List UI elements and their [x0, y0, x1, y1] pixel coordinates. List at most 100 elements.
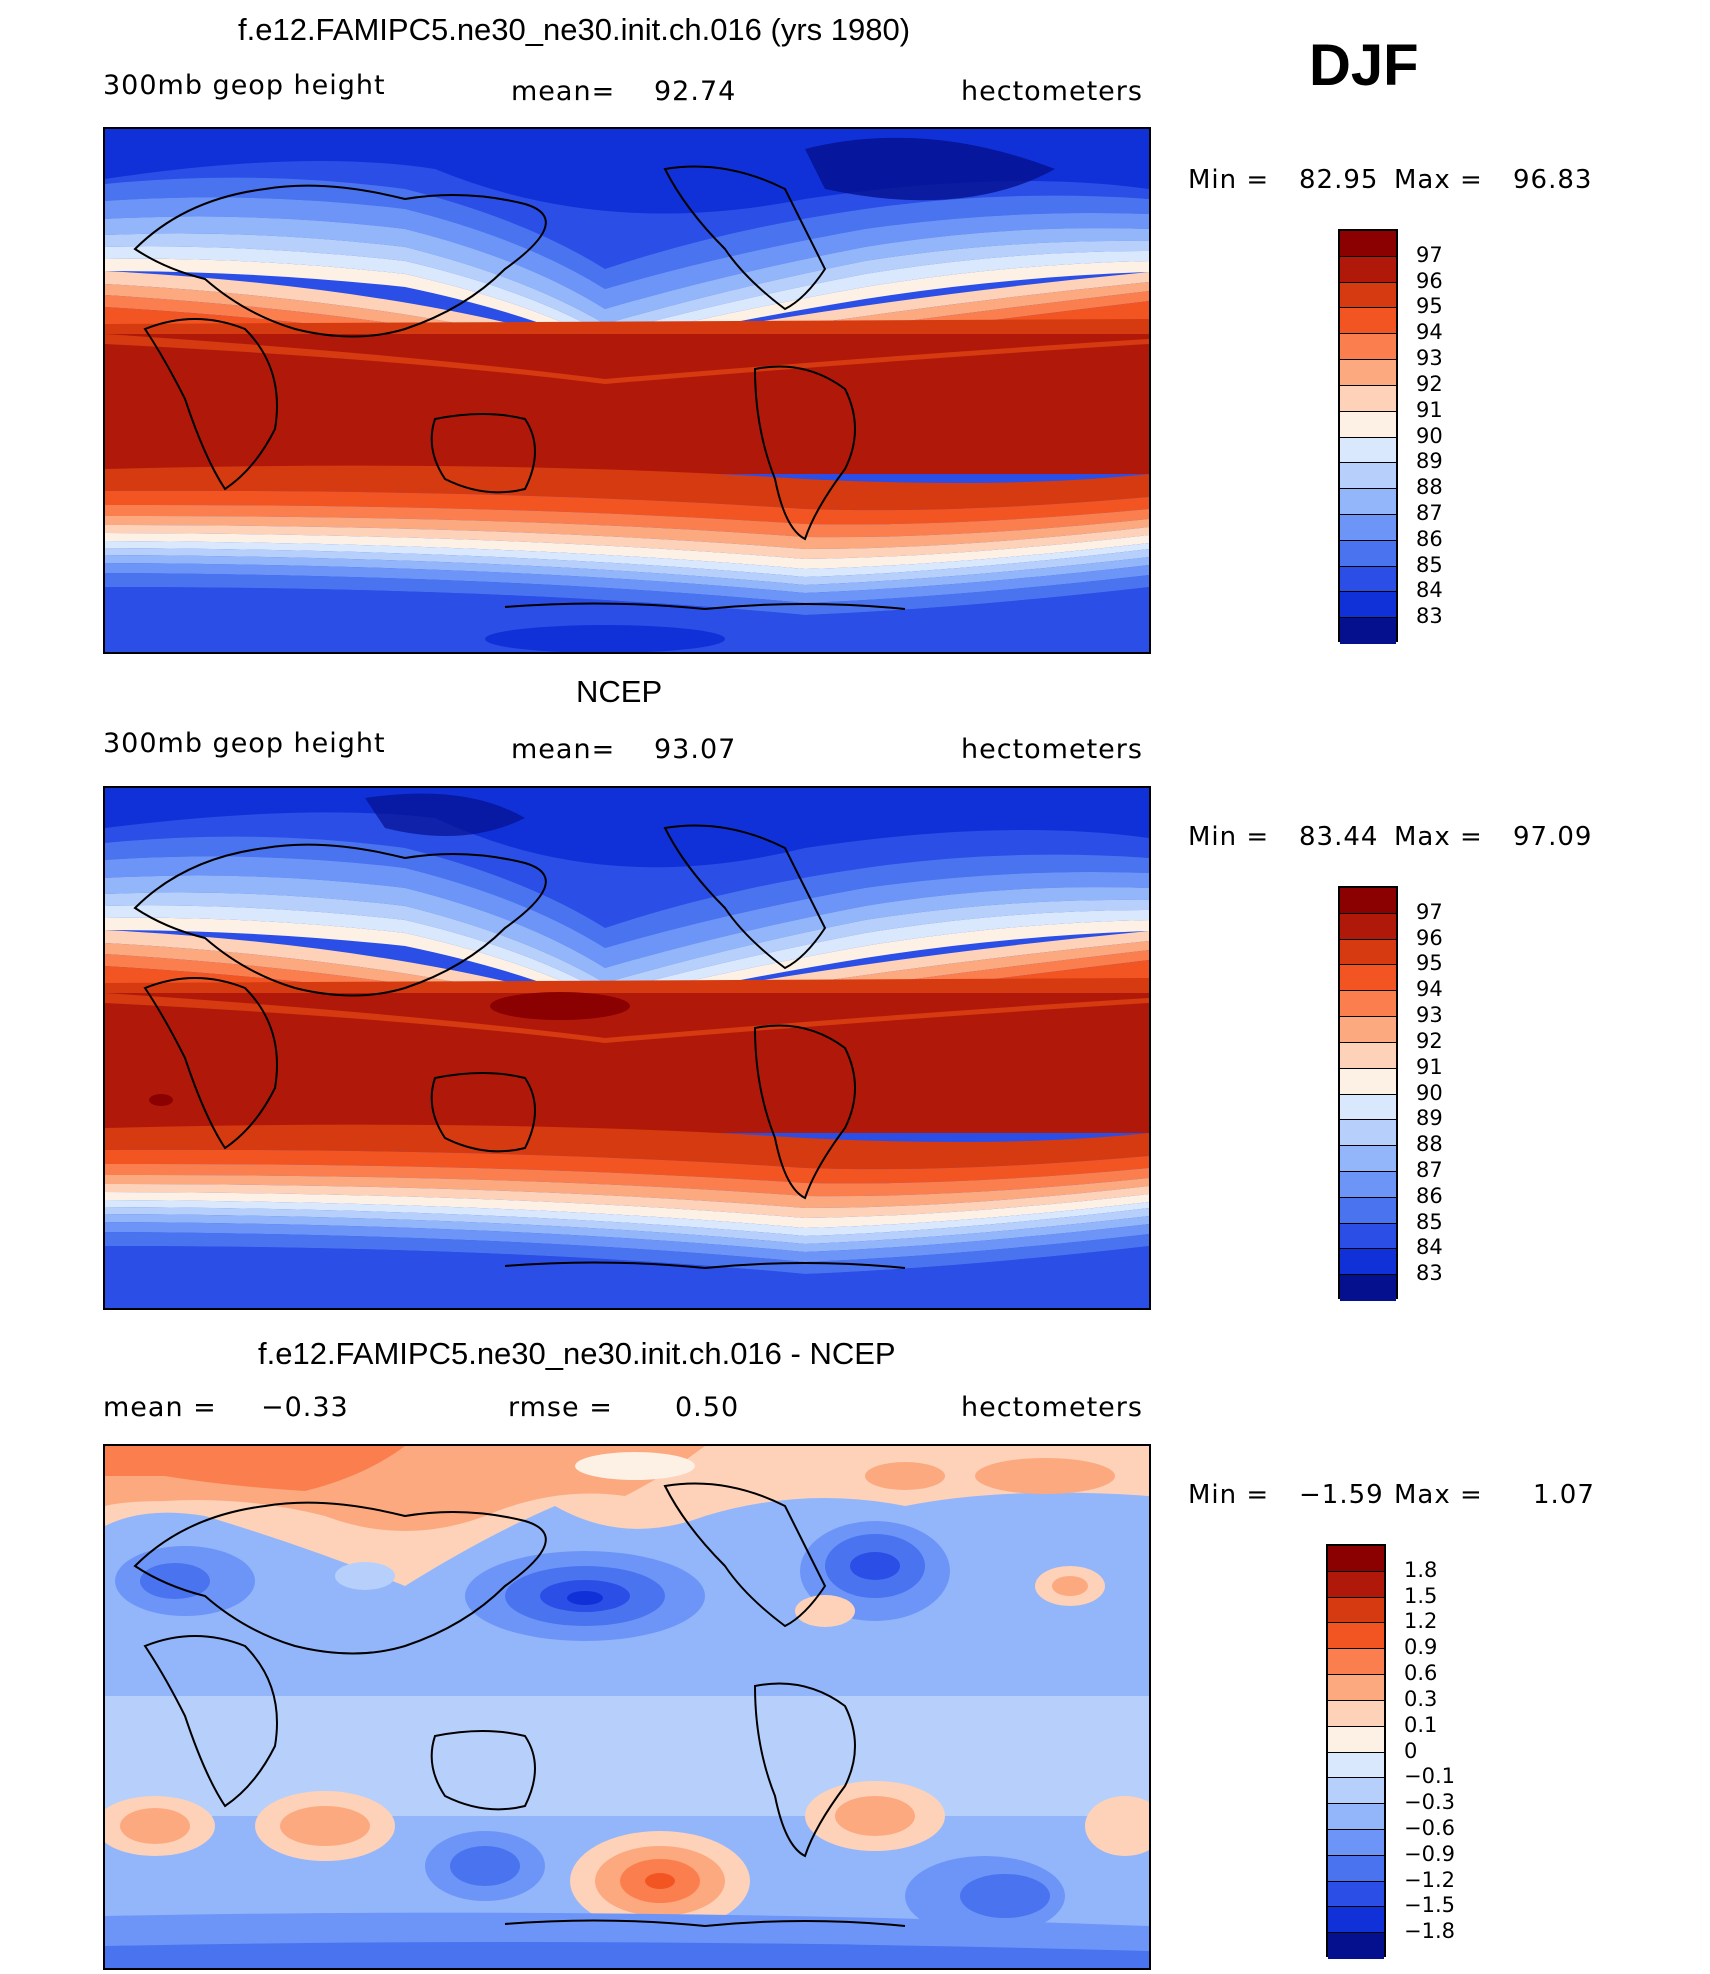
colorbar-box: [1340, 334, 1396, 361]
colorbar-label: 88: [1416, 475, 1443, 500]
colorbar-box: [1340, 1068, 1396, 1095]
panel-3-units: hectometers: [961, 1392, 1143, 1423]
colorbar-box: [1328, 1855, 1384, 1882]
panel-3-rmse-value: 0.50: [675, 1392, 740, 1423]
colorbar-label: 91: [1416, 1054, 1443, 1079]
colorbar-box: [1328, 1623, 1384, 1650]
colorbar-label: 84: [1416, 1235, 1443, 1260]
colorbar-label: 83: [1416, 604, 1443, 629]
panel-3-map: [103, 1444, 1151, 1970]
colorbar-label: −1.5: [1404, 1893, 1455, 1918]
panel-2-title: NCEP: [576, 674, 663, 709]
colorbar-box: [1340, 1042, 1396, 1069]
panel-3-mean-value: −0.33: [261, 1392, 349, 1423]
colorbar-box: [1328, 1597, 1384, 1624]
colorbar-box: [1340, 913, 1396, 940]
colorbar-label: 85: [1416, 552, 1443, 577]
colorbar-box: [1340, 411, 1396, 438]
colorbar-box: [1340, 514, 1396, 541]
colorbar-label: 94: [1416, 320, 1443, 345]
colorbar-label: 1.2: [1404, 1609, 1438, 1634]
panel-2-contour-field: [105, 788, 1149, 1308]
colorbar-label: 88: [1416, 1132, 1443, 1157]
colorbar-box: [1328, 1571, 1384, 1598]
colorbar-box: [1340, 463, 1396, 490]
colorbar-box: [1340, 566, 1396, 593]
panel-1-colorbar: [1338, 229, 1398, 644]
colorbar-box: [1340, 1017, 1396, 1043]
colorbar-box: [1340, 1249, 1396, 1276]
season-label: DJF: [1309, 33, 1419, 98]
panel-2-mean-label: mean=: [511, 734, 616, 765]
panel-2-max-label: Max =: [1394, 822, 1483, 852]
panel-2-mean-value: 93.07: [654, 734, 737, 765]
panel-2-colorbar: [1338, 886, 1398, 1301]
panel-1-contour-field: [105, 129, 1149, 652]
colorbar-box: [1328, 1675, 1384, 1701]
colorbar-label: 86: [1416, 526, 1443, 551]
panel-1-title: f.e12.FAMIPC5.ne30_ne30.init.ch.016 (yrs…: [238, 12, 911, 47]
colorbar-box: [1340, 618, 1396, 644]
panel-2-map: [103, 786, 1151, 1310]
colorbar-label: −0.6: [1404, 1815, 1455, 1840]
colorbar-box: [1340, 888, 1396, 914]
colorbar-label: −0.1: [1404, 1764, 1455, 1789]
panel-3-min-value: −1.59: [1299, 1480, 1384, 1510]
colorbar-label: 1.8: [1404, 1557, 1438, 1582]
colorbar-box: [1340, 1094, 1396, 1121]
colorbar-box: [1340, 360, 1396, 386]
panel-1-mean-label: mean=: [511, 76, 616, 107]
colorbar-label: −1.8: [1404, 1919, 1455, 1944]
colorbar-box: [1340, 991, 1396, 1018]
panel-1-max-label: Max =: [1394, 165, 1483, 195]
colorbar-box: [1328, 1804, 1384, 1830]
colorbar-box: [1340, 256, 1396, 283]
colorbar-label: 90: [1416, 423, 1443, 448]
panel-3-mean-label: mean =: [103, 1392, 217, 1423]
colorbar-label: 96: [1416, 925, 1443, 950]
colorbar-box: [1328, 1881, 1384, 1908]
colorbar-box: [1340, 540, 1396, 567]
panel-3-max-label: Max =: [1394, 1480, 1483, 1510]
colorbar-box: [1328, 1700, 1384, 1727]
colorbar-label: 97: [1416, 242, 1443, 267]
colorbar-box: [1340, 282, 1396, 309]
colorbar-label: 94: [1416, 977, 1443, 1002]
colorbar-label: 96: [1416, 268, 1443, 293]
colorbar-box: [1340, 1171, 1396, 1198]
colorbar-box: [1340, 308, 1396, 335]
colorbar-box: [1328, 1933, 1384, 1959]
colorbar-label: −0.9: [1404, 1841, 1455, 1866]
panel-1-min-label: Min =: [1188, 165, 1270, 195]
colorbar-label: 95: [1416, 951, 1443, 976]
colorbar-label: 0.3: [1404, 1686, 1438, 1711]
panel-3-colorbar: [1326, 1544, 1386, 1959]
colorbar-box: [1328, 1778, 1384, 1805]
panel-2-colorbar-labels: 97 96 95 94 93 92 91 90 89 88 87 86 85 84 83: [1416, 886, 1476, 1299]
colorbar-box: [1328, 1546, 1384, 1572]
panel-2-units: hectometers: [961, 734, 1143, 765]
colorbar-box: [1340, 1120, 1396, 1147]
panel-1-mean-value: 92.74: [654, 76, 737, 107]
colorbar-label: 90: [1416, 1080, 1443, 1105]
colorbar-label: 87: [1416, 500, 1443, 525]
colorbar-box: [1340, 437, 1396, 464]
colorbar-label: 97: [1416, 899, 1443, 924]
colorbar-label: 92: [1416, 371, 1443, 396]
panel-2-max-value: 97.09: [1513, 822, 1593, 852]
panel-2-min-value: 83.44: [1299, 822, 1379, 852]
colorbar-label: 91: [1416, 397, 1443, 422]
panel-1-units: hectometers: [961, 76, 1143, 107]
colorbar-box: [1340, 489, 1396, 515]
colorbar-label: 1.5: [1404, 1583, 1438, 1608]
colorbar-box: [1340, 231, 1396, 257]
panel-2-variable: 300mb geop height: [103, 728, 386, 759]
panel-3-rmse-label: rmse =: [508, 1392, 613, 1423]
panel-1-map: [103, 127, 1151, 654]
colorbar-label: 0: [1404, 1738, 1418, 1763]
colorbar-label: 86: [1416, 1183, 1443, 1208]
colorbar-label: −0.3: [1404, 1790, 1455, 1815]
panel-1-max-value: 96.83: [1513, 165, 1593, 195]
colorbar-label: 89: [1416, 449, 1443, 474]
panel-3-max-value: 1.07: [1533, 1480, 1595, 1510]
